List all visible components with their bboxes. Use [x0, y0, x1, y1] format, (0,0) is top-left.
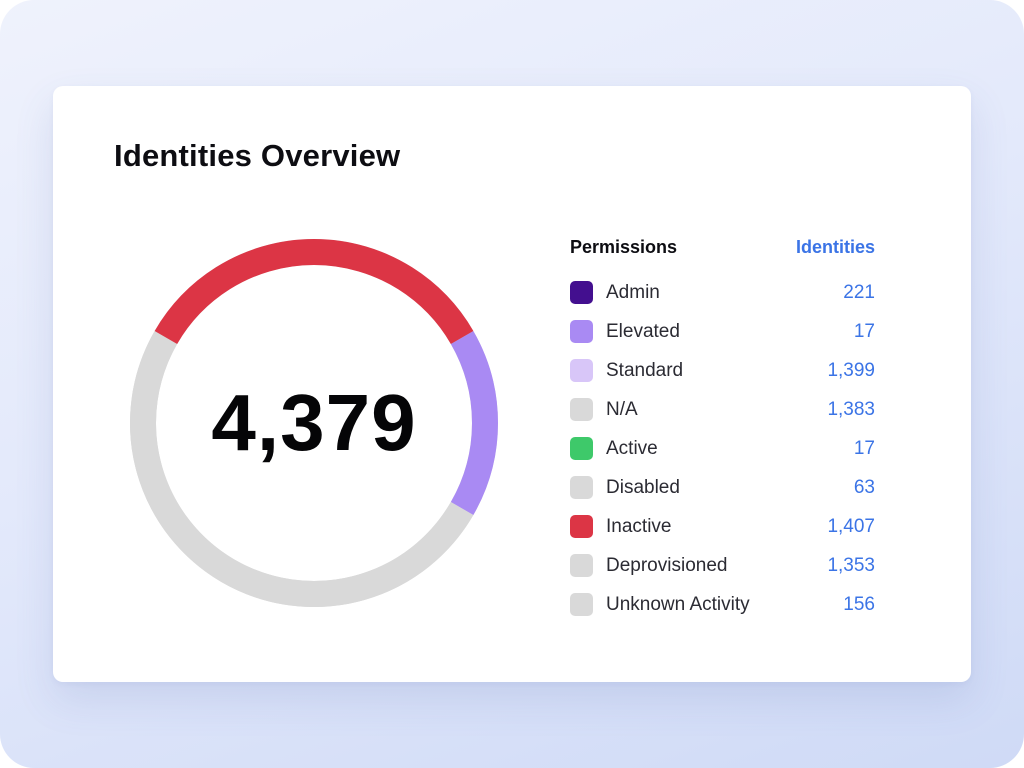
disabled-swatch-icon	[570, 476, 593, 499]
legend-row-value: 17	[853, 437, 875, 459]
legend-row-standard: Standard 1,399	[570, 351, 875, 390]
legend-row-label: Admin	[606, 281, 660, 303]
donut-segment-n-a	[130, 331, 474, 607]
donut-ring	[130, 239, 498, 607]
unknown-activity-swatch-icon	[570, 593, 593, 616]
legend-header: Permissions Identities	[570, 234, 875, 260]
elevated-swatch-icon	[570, 320, 593, 343]
na-swatch-icon	[570, 398, 593, 421]
legend-row-label: Standard	[606, 359, 684, 381]
donut-total-count: 4,379	[211, 378, 417, 467]
permissions-legend: Permissions Identities Admin 221 Elevate…	[570, 234, 875, 624]
legend-row-label: Unknown Activity	[606, 593, 750, 615]
admin-swatch-icon	[570, 281, 593, 304]
card-title: Identities Overview	[114, 138, 401, 173]
legend-row-na: N/A 1,383	[570, 390, 875, 429]
identities-column-header: Identities	[795, 236, 875, 257]
legend-row-value: 1,399	[827, 359, 875, 381]
donut-segment-inactive	[154, 239, 474, 345]
legend-row-value: 221	[843, 281, 875, 303]
legend-row-value: 1,353	[827, 554, 875, 576]
permissions-column-header: Permissions	[570, 236, 678, 257]
legend-row-deprovisioned: Deprovisioned 1,353	[570, 546, 875, 585]
legend-row-elevated: Elevated 17	[570, 312, 875, 351]
legend-row-label: Inactive	[606, 515, 672, 537]
legend-row-label: Disabled	[606, 476, 680, 498]
donut-chart: 4,379	[130, 239, 498, 607]
legend-row-label: Elevated	[606, 320, 680, 342]
active-swatch-icon	[570, 437, 593, 460]
legend-row-value: 17	[853, 320, 875, 342]
legend-row-label: Deprovisioned	[606, 554, 728, 576]
identities-overview-card: Identities Overview 4,379 Permissions Id…	[53, 86, 971, 682]
legend-row-value: 1,407	[827, 515, 875, 537]
legend-row-unknown-activity: Unknown Activity 156	[570, 585, 875, 624]
inactive-swatch-icon	[570, 515, 593, 538]
donut-segment-elevated	[450, 331, 498, 515]
deprovisioned-swatch-icon	[570, 554, 593, 577]
legend-row-value: 63	[853, 476, 875, 498]
legend-row-label: N/A	[606, 398, 638, 420]
legend-row-value: 1,383	[827, 398, 875, 420]
legend-row-inactive: Inactive 1,407	[570, 507, 875, 546]
legend-row-value: 156	[843, 593, 875, 615]
legend-row-active: Active 17	[570, 429, 875, 468]
legend-row-label: Active	[606, 437, 658, 459]
legend-row-admin: Admin 221	[570, 273, 875, 312]
legend-row-disabled: Disabled 63	[570, 468, 875, 507]
standard-swatch-icon	[570, 359, 593, 382]
